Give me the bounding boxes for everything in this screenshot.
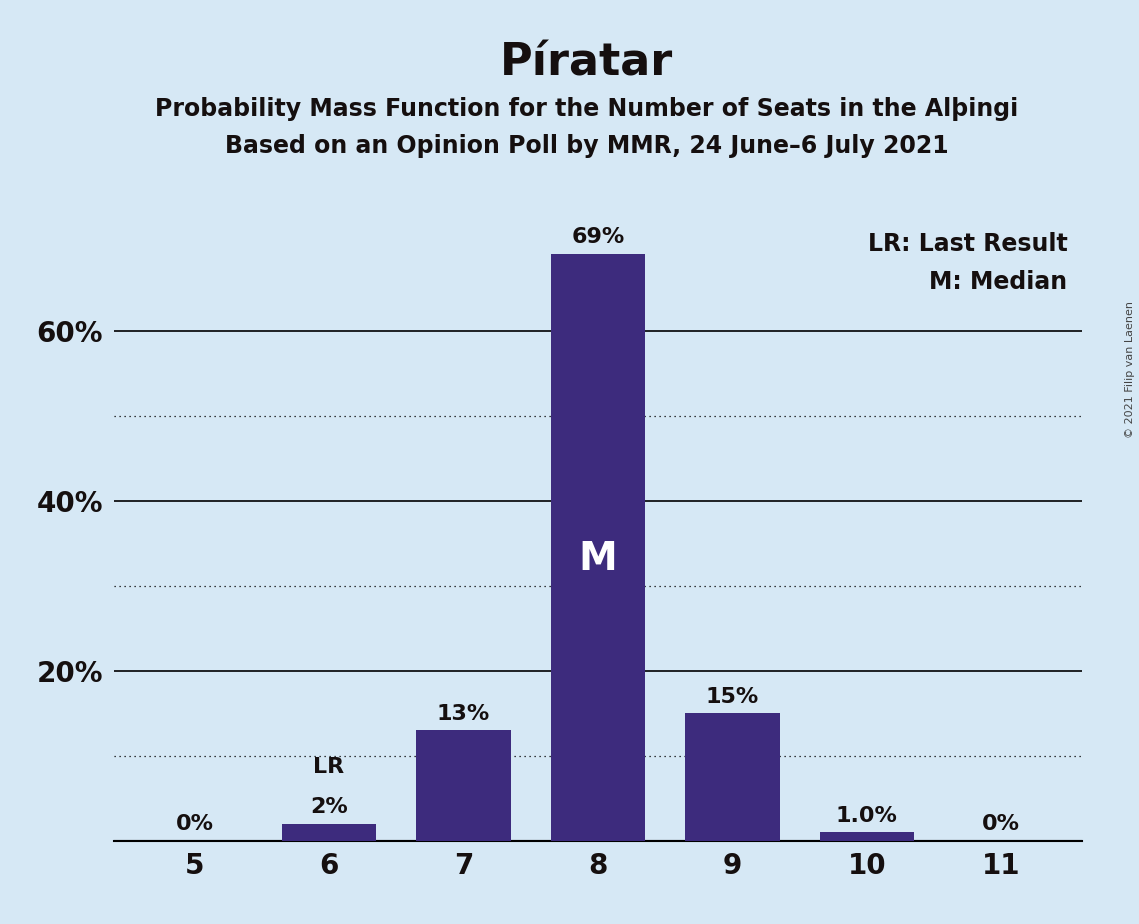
Text: 2%: 2%: [310, 797, 347, 817]
Text: 1.0%: 1.0%: [836, 806, 898, 825]
Text: LR: LR: [313, 757, 345, 777]
Text: 0%: 0%: [175, 814, 214, 834]
Text: © 2021 Filip van Laenen: © 2021 Filip van Laenen: [1125, 301, 1134, 438]
Bar: [820, 833, 913, 841]
Text: 69%: 69%: [572, 227, 624, 248]
Text: 13%: 13%: [437, 703, 490, 723]
Text: LR: Last Result: LR: Last Result: [868, 232, 1067, 256]
Text: 15%: 15%: [706, 687, 759, 707]
Text: M: Median: M: Median: [929, 270, 1067, 294]
Text: Probability Mass Function for the Number of Seats in the Alþingi: Probability Mass Function for the Number…: [155, 97, 1018, 121]
Text: 0%: 0%: [982, 814, 1021, 834]
Bar: [282, 824, 376, 841]
Text: M: M: [579, 541, 617, 578]
Text: Píratar: Píratar: [500, 42, 673, 85]
Bar: [551, 254, 645, 841]
Text: Based on an Opinion Poll by MMR, 24 June–6 July 2021: Based on an Opinion Poll by MMR, 24 June…: [224, 134, 949, 158]
Bar: [417, 730, 510, 841]
Bar: [686, 713, 779, 841]
